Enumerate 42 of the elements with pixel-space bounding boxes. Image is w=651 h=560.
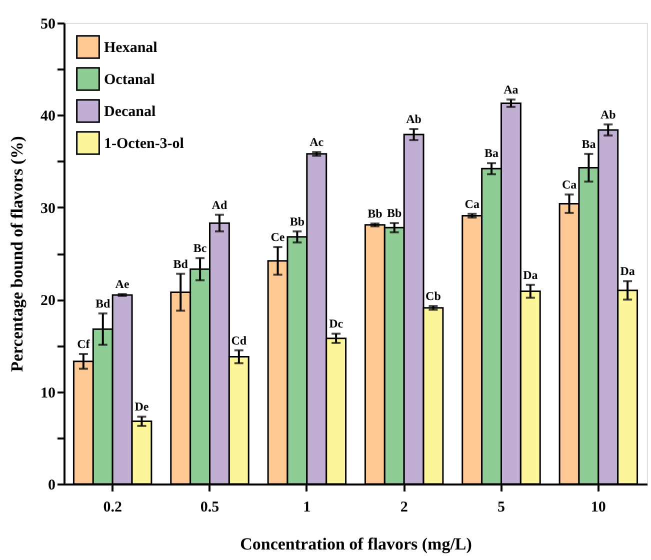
annotation: Ad [212, 198, 228, 212]
annotation: Dc [329, 316, 344, 331]
y-axis-title: Percentage bound of flavors (%) [8, 136, 26, 372]
annotation: Ba [484, 146, 499, 160]
annotation: Ae [115, 277, 130, 292]
y-tick-label: 0 [48, 478, 56, 494]
annotation: Bb [387, 206, 402, 220]
annotation: Cb [426, 289, 442, 304]
annotation: Bd [173, 256, 188, 271]
annotation: Ba [582, 136, 596, 151]
x-tick-label: 1 [303, 500, 311, 516]
annotation: Ca [464, 196, 480, 211]
x-tick-label: 10 [590, 500, 606, 516]
annotation: Bb [290, 214, 305, 228]
annotation: Ce [270, 230, 286, 244]
y-tick-label: 40 [40, 108, 56, 125]
legend-label: Hexanal [104, 40, 158, 56]
x-tick-label: 0.5 [200, 500, 220, 516]
x-tick-label: 2 [400, 500, 408, 516]
annotation: Da [523, 268, 538, 282]
annotation: Ca [562, 177, 577, 192]
annotation: Da [620, 264, 635, 278]
annotation: Aa [504, 82, 518, 97]
annotation: Cf [77, 337, 91, 351]
annotation: Ac [310, 135, 324, 150]
annotation: Bd [96, 296, 111, 310]
legend-label: 1-Octen-3-ol [104, 136, 184, 152]
annotation: Cd [231, 333, 247, 348]
annotation: Bc [193, 241, 208, 256]
legend-label: Decanal [104, 104, 156, 120]
y-tick-label: 10 [40, 385, 56, 402]
annotation: Ab [406, 112, 422, 126]
annotation: Ab [600, 107, 616, 122]
x-tick-label: 0.2 [103, 500, 122, 516]
y-tick-label: 20 [40, 293, 56, 310]
annotation: De [134, 400, 150, 414]
legend-label: Octanal [104, 72, 155, 88]
x-tick-label: 5 [498, 500, 505, 516]
y-tick-label: 30 [40, 200, 56, 217]
x-axis-title: Concentration of flavors (mg/L) [240, 534, 472, 554]
y-tick-label: 50 [40, 16, 56, 32]
annotation: Bb [368, 206, 383, 221]
